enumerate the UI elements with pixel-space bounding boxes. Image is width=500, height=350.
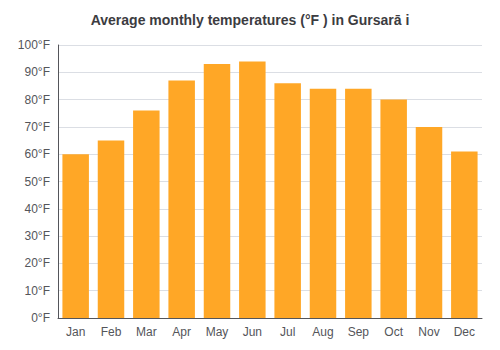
svg-text:Jan: Jan bbox=[66, 325, 85, 339]
svg-text:Aug: Aug bbox=[312, 325, 333, 339]
svg-text:10°F: 10°F bbox=[25, 284, 50, 298]
svg-text:70°F: 70°F bbox=[25, 120, 50, 134]
svg-text:20°F: 20°F bbox=[25, 256, 50, 270]
svg-text:0°F: 0°F bbox=[31, 311, 50, 325]
svg-text:80°F: 80°F bbox=[25, 93, 50, 107]
svg-text:50°F: 50°F bbox=[25, 175, 50, 189]
svg-text:Nov: Nov bbox=[418, 325, 439, 339]
svg-text:May: May bbox=[206, 325, 229, 339]
svg-text:Jul: Jul bbox=[280, 325, 295, 339]
svg-text:Jun: Jun bbox=[243, 325, 262, 339]
svg-text:Sep: Sep bbox=[348, 325, 370, 339]
svg-text:40°F: 40°F bbox=[25, 202, 50, 216]
svg-text:Average monthly temperatures (: Average monthly temperatures (°F ) in Gu… bbox=[91, 12, 410, 28]
svg-text:60°F: 60°F bbox=[25, 147, 50, 161]
svg-text:100°F: 100°F bbox=[18, 38, 50, 52]
svg-text:Mar: Mar bbox=[136, 325, 157, 339]
svg-text:30°F: 30°F bbox=[25, 229, 50, 243]
svg-text:Dec: Dec bbox=[454, 325, 475, 339]
svg-text:Feb: Feb bbox=[101, 325, 122, 339]
svg-text:Oct: Oct bbox=[384, 325, 403, 339]
svg-text:Apr: Apr bbox=[172, 325, 191, 339]
svg-text:90°F: 90°F bbox=[25, 65, 50, 79]
